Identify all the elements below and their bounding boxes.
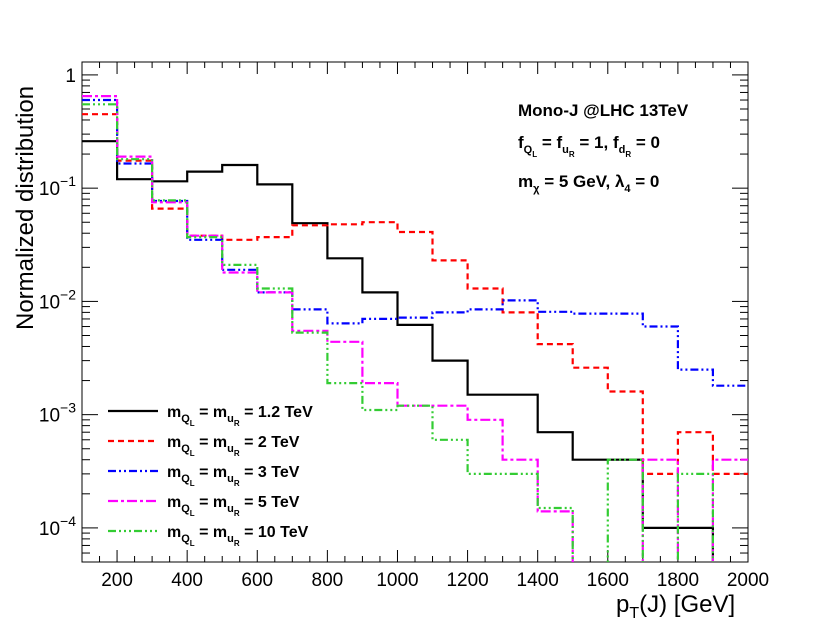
legend-label-1: mQL = muR = 1.2 TeV — [167, 404, 313, 428]
series-line-4 — [82, 95, 748, 562]
y-tick-label: 10−3 — [39, 400, 76, 427]
annotation-title: Mono-J @LHC 13TeV — [518, 101, 689, 120]
y-axis: 1 10−1 10−2 10−3 10−4 — [39, 66, 748, 563]
y-tick-label: 1 — [65, 66, 76, 87]
x-axis: 200 400 600 800 1000 1200 1400 1600 1800 2000 — [99, 62, 769, 591]
x-tick-label: 200 — [101, 570, 133, 591]
x-tick-label: 1600 — [587, 570, 629, 591]
x-tick-label: 400 — [171, 570, 203, 591]
x-tick-label: 2000 — [727, 570, 769, 591]
legend-label-4: mQL = muR = 5 TeV — [167, 494, 300, 518]
x-axis-title-rest: (J) [GeV] — [639, 591, 735, 618]
x-tick-label: 600 — [241, 570, 273, 591]
series-line-5 — [82, 103, 714, 562]
legend: mQL = muR = 1.2 TeV mQL = muR = 2 TeV mQL … — [108, 404, 313, 548]
x-tick-label: 1800 — [657, 570, 699, 591]
y-axis-title: Normalized distribution — [12, 86, 39, 330]
x-tick-label: 1400 — [517, 570, 559, 591]
legend-label-5: mQL = muR = 10 TeV — [167, 524, 309, 548]
y-tick-label: 10−4 — [39, 513, 76, 540]
y-tick-label: 10−2 — [39, 286, 76, 313]
annotation-block: Mono-J @LHC 13TeV fQL = fuR = 1, fdR = 0… — [518, 101, 689, 195]
legend-label-2: mQL = muR = 2 TeV — [167, 434, 300, 458]
legend-label-3: mQL = muR = 3 TeV — [167, 464, 300, 488]
series-line-3 — [82, 98, 748, 387]
x-tick-label: 1000 — [376, 570, 418, 591]
x-axis-title-p: p — [616, 591, 629, 618]
x-axis-title: pT(J) [GeV] — [616, 591, 735, 622]
x-tick-label: 800 — [312, 570, 344, 591]
x-tick-label: 1200 — [446, 570, 488, 591]
annotation-couplings: fQL = fuR = 1, fdR = 0 — [518, 133, 660, 159]
annotation-mass: mχ = 5 GeV, λ4 = 0 — [518, 172, 659, 195]
series-layer — [82, 95, 748, 562]
y-tick-label: 10−1 — [39, 173, 76, 200]
x-axis-title-sub: T — [629, 605, 639, 622]
